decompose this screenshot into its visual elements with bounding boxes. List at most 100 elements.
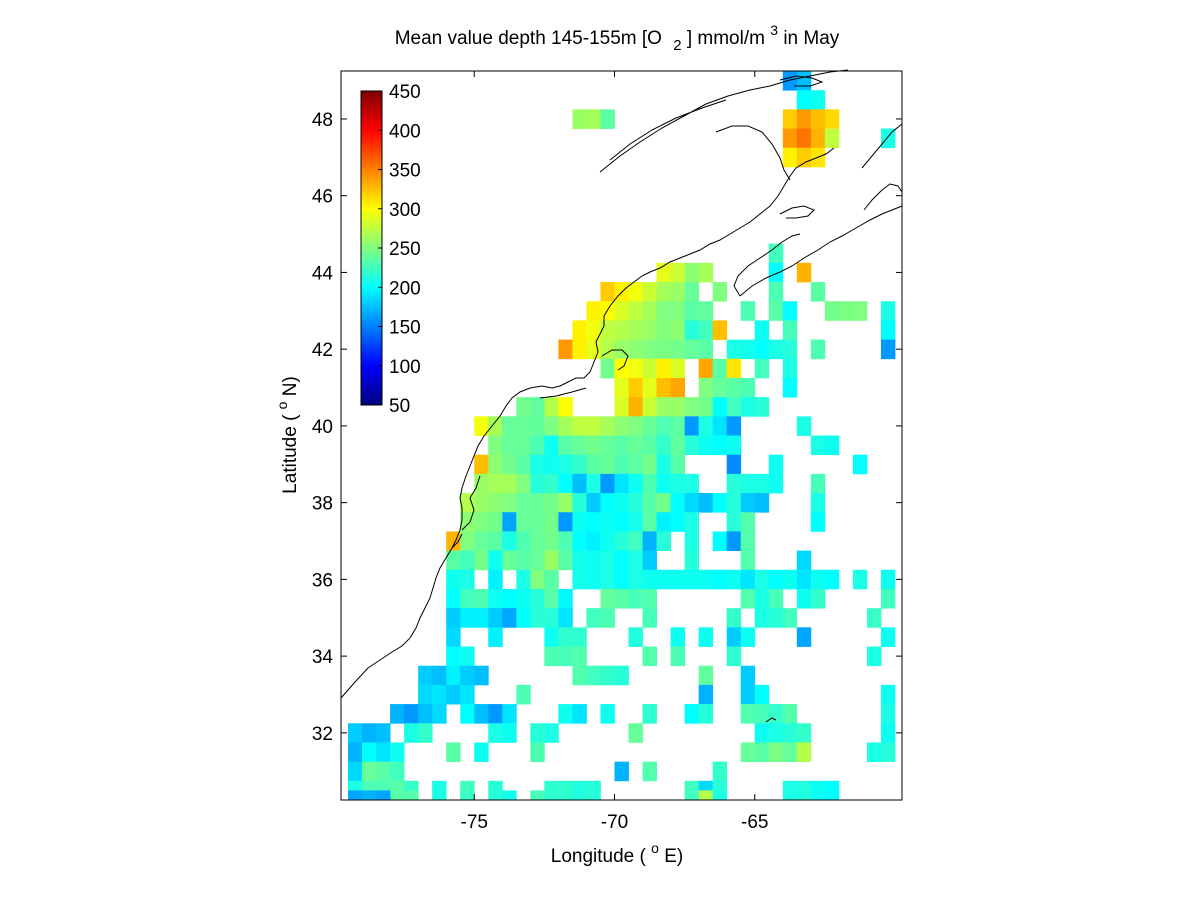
heatmap-cell (782, 109, 798, 129)
heatmap-cell (782, 704, 798, 724)
heatmap-cell (642, 416, 657, 436)
heatmap-cell (614, 454, 629, 475)
heatmap-cell (460, 550, 475, 571)
heatmap-cell (670, 435, 686, 456)
heatmap-cell (698, 339, 714, 360)
heatmap-cell (726, 339, 742, 360)
heatmap-cell (796, 627, 812, 647)
coastline (340, 69, 903, 723)
heatmap-cell (600, 435, 615, 456)
heatmap-cell (628, 531, 643, 551)
heatmap-cell (628, 550, 643, 571)
heatmap-cell (586, 780, 601, 801)
heatmap-cell (586, 416, 601, 436)
heatmap-cell (558, 588, 573, 609)
heatmap-cell (684, 704, 700, 724)
ylabel-before: Latitude ( (280, 409, 301, 494)
heatmap-cell (446, 646, 461, 667)
heatmap-cell (642, 397, 657, 417)
heatmap-cell (600, 704, 615, 724)
heatmap-cell (586, 320, 601, 340)
colorbar-tick-label: 100 (389, 357, 421, 378)
heatmap-cell (600, 339, 615, 360)
heatmap-cell (726, 627, 742, 647)
heatmap-cell (390, 742, 405, 763)
heatmap-cell (726, 493, 742, 513)
heatmap-cell (572, 493, 587, 513)
heatmap-cell (600, 358, 615, 379)
heatmap-cell (628, 512, 643, 532)
heatmap-cell (376, 790, 391, 801)
x-ticks: -75 -70 -65 (461, 71, 768, 833)
heatmap-cell (516, 684, 531, 705)
heatmap-cell (558, 646, 573, 667)
heatmap-cell (544, 780, 559, 801)
heatmap-cell (376, 742, 391, 763)
heatmap-cell (712, 320, 728, 340)
heatmap-cell (712, 531, 728, 551)
heatmap-cell (880, 684, 896, 705)
heatmap-cell (698, 569, 714, 590)
heatmap-cell (642, 282, 657, 302)
heatmap-cell (572, 569, 587, 590)
heatmap-cell (670, 339, 686, 360)
heatmap-cell (796, 550, 812, 571)
heatmap-cell (712, 790, 728, 801)
heatmap-cell (488, 435, 503, 456)
heatmap-cell (544, 723, 559, 743)
heatmap-cell (796, 416, 812, 436)
coastline-cape-cod (601, 349, 629, 371)
heatmap-cell (362, 742, 377, 763)
heatmap-cell (684, 416, 700, 436)
heatmap-cell (376, 761, 391, 782)
xlabel-before: Longitude ( (551, 846, 651, 867)
heatmap-cell (796, 128, 812, 149)
heatmap-cell (768, 588, 784, 609)
heatmap-cell (726, 416, 742, 436)
heatmap-cell (684, 531, 700, 551)
heatmap-cell (628, 473, 643, 494)
heatmap-cell (530, 512, 545, 532)
heatmap-cell (516, 550, 531, 571)
heatmap-cell (642, 435, 657, 456)
heatmap-cell (684, 262, 700, 283)
heatmap-cell (754, 588, 770, 609)
colorbar-tick-label: 250 (389, 239, 421, 260)
heatmap-cell (544, 493, 559, 513)
coastline-newfoundland-west (861, 123, 903, 169)
heatmap-cell (530, 569, 545, 590)
heatmap-cell (348, 742, 363, 763)
heatmap-cell (726, 608, 742, 628)
colorbar-tick-label: 400 (389, 121, 421, 142)
heatmap-cell (670, 320, 686, 340)
heatmap-cell (852, 569, 868, 590)
heatmap-cell (628, 377, 643, 398)
heatmap-cell (488, 627, 503, 647)
heatmap-cell (642, 320, 657, 340)
heatmap-cell (656, 377, 671, 398)
heatmap-cell (404, 704, 419, 724)
heatmap-cell (614, 358, 629, 379)
heatmap-cell (530, 493, 545, 513)
heatmap-cell (810, 435, 826, 456)
heatmap-cell (418, 684, 433, 705)
heatmap-cell (810, 109, 826, 129)
heatmap-cell (474, 473, 489, 494)
heatmap-cell (670, 416, 686, 436)
heatmap-cell (810, 339, 826, 360)
heatmap-cell (726, 569, 742, 590)
heatmap-cell (684, 569, 700, 590)
heatmap-cell (586, 512, 601, 532)
heatmap-cell (642, 704, 657, 724)
y-tick-label: 34 (312, 647, 334, 668)
heatmap-cell (488, 723, 503, 743)
heatmap-cell (572, 665, 587, 686)
heatmap-cell (488, 454, 503, 475)
heatmap-cell (446, 569, 461, 590)
coastline-anticosti (779, 75, 824, 87)
heatmap-cell (474, 704, 489, 724)
colorbar-ticks: 50 100 150 200 250 300 350 400 450 (378, 82, 421, 417)
heatmap-cell (824, 435, 840, 456)
heatmap-cell (558, 550, 573, 571)
